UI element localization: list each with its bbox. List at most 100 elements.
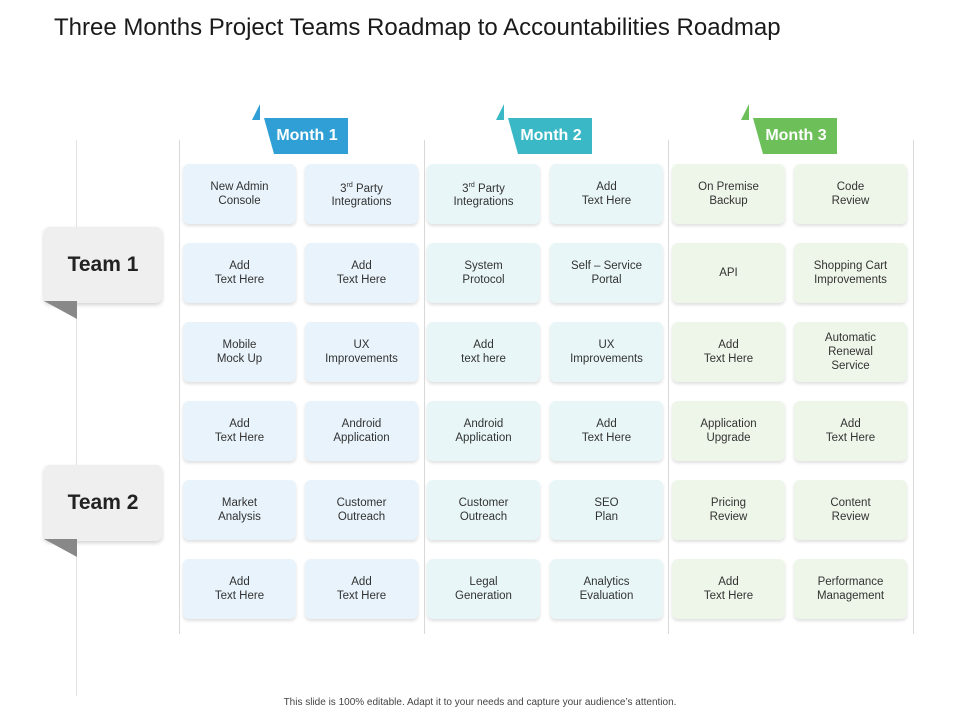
roadmap-card: 3rd Party Integrations <box>305 164 418 224</box>
card-text-line: Legal <box>469 576 498 588</box>
card-text-line: 3rd Party <box>340 181 383 195</box>
roadmap-card: UX Improvements <box>305 322 418 382</box>
roadmap-card: Market Analysis <box>183 480 296 540</box>
card-text-line: Integrations <box>331 196 392 209</box>
card-text-line: Text Here <box>214 274 265 286</box>
card-text-line: Add <box>718 576 739 588</box>
card-text-line: Market <box>221 497 258 509</box>
roadmap-card: Automatic Renewal Service <box>794 322 907 382</box>
card-text-line: Text Here <box>703 353 754 365</box>
card-text-line: SEO <box>594 497 619 509</box>
card-text-line: Automatic <box>824 332 877 344</box>
card-text-line: Pricing <box>710 497 747 509</box>
column-divider <box>424 140 425 634</box>
card-text-line: Improvements <box>325 353 398 365</box>
roadmap-card: Add Text Here <box>550 401 663 461</box>
roadmap-card: Self – Service Portal <box>550 243 663 303</box>
card-text-line: Self – Service <box>571 260 642 272</box>
card-text-line: Application <box>455 432 512 444</box>
column-divider <box>913 140 914 634</box>
roadmap-card: Add Text Here <box>794 401 907 461</box>
roadmap-card: Android Application <box>427 401 540 461</box>
card-text-line: Text Here <box>214 590 265 602</box>
card-text-line: Console <box>218 195 261 207</box>
roadmap-card: UX Improvements <box>550 322 663 382</box>
card-text-line: Review <box>831 511 870 523</box>
roadmap-card: Android Application <box>305 401 418 461</box>
roadmap-card: Application Upgrade <box>672 401 785 461</box>
roadmap-card: Legal Generation <box>427 559 540 619</box>
month-3-label: Month 3 <box>753 118 837 154</box>
roadmap-card: Add Text Here <box>183 243 296 303</box>
timeline-line <box>76 140 77 696</box>
roadmap-card: Mobile Mock Up <box>183 322 296 382</box>
card-text-line: Generation <box>455 590 512 602</box>
card-text-line: Application <box>333 432 390 444</box>
roadmap-card: Add Text Here <box>672 559 785 619</box>
team-1-label: Team 1 <box>44 227 162 303</box>
roadmap-card: New Admin Console <box>183 164 296 224</box>
card-text-line: API <box>719 267 738 279</box>
card-text-line: Text Here <box>703 590 754 602</box>
roadmap-card: Code Review <box>794 164 907 224</box>
card-text-line: Plan <box>594 511 619 523</box>
card-text-line: Improvements <box>814 274 887 286</box>
month-2-label: Month 2 <box>508 118 592 154</box>
card-text-line: Android <box>463 418 504 430</box>
card-text-line: text here <box>461 353 506 365</box>
card-text-line: Add <box>596 418 617 430</box>
card-text-line: Outreach <box>459 511 508 523</box>
card-text-line: Text Here <box>825 432 876 444</box>
column-divider <box>179 140 180 634</box>
roadmap-card: Customer Outreach <box>427 480 540 540</box>
roadmap-card: On Premise Backup <box>672 164 785 224</box>
team-2-label: Team 2 <box>44 465 162 541</box>
card-text-line: Upgrade <box>706 432 751 444</box>
card-text-line: Mock Up <box>216 353 263 365</box>
month-1-fold <box>252 104 260 120</box>
card-text-line: Add <box>718 339 739 351</box>
roadmap-card: API <box>672 243 785 303</box>
card-text-line: UX <box>353 339 370 351</box>
card-text-line: Review <box>709 511 748 523</box>
card-text-line: Management <box>816 590 885 602</box>
card-text-line: Outreach <box>337 511 386 523</box>
roadmap-card: 3rd Party Integrations <box>427 164 540 224</box>
roadmap-card: Pricing Review <box>672 480 785 540</box>
card-text-line: Text Here <box>581 432 632 444</box>
card-text-line: Add <box>840 418 861 430</box>
card-text-line: Analysis <box>218 511 261 523</box>
roadmap-card: Analytics Evaluation <box>550 559 663 619</box>
card-text-line: Code <box>836 181 865 193</box>
card-text-line: New Admin <box>210 181 269 193</box>
month-3-fold <box>741 104 749 120</box>
card-text-line: Backup <box>709 195 748 207</box>
card-text-line: Text Here <box>581 195 632 207</box>
roadmap-card: Add Text Here <box>305 559 418 619</box>
card-text-line: Text Here <box>214 432 265 444</box>
card-text-line: Add <box>351 576 372 588</box>
roadmap-card: Shopping Cart Improvements <box>794 243 907 303</box>
card-text-line: Renewal <box>828 346 873 358</box>
card-text-line: Android <box>341 418 382 430</box>
card-text-line: Add <box>473 339 494 351</box>
roadmap-card: Add Text Here <box>305 243 418 303</box>
card-text-line: Customer <box>458 497 509 509</box>
card-text-line: Add <box>229 418 250 430</box>
month-2-fold <box>496 104 504 120</box>
card-text-line: Integrations <box>453 196 514 209</box>
month-1-label: Month 1 <box>264 118 348 154</box>
card-text-line: Portal <box>591 274 622 286</box>
card-text-line: 3rd Party <box>462 181 505 195</box>
card-text-line: Add <box>351 260 372 272</box>
roadmap-card: Performance Management <box>794 559 907 619</box>
card-text-line: UX <box>598 339 615 351</box>
card-text-line: System <box>464 260 503 272</box>
roadmap-card: Customer Outreach <box>305 480 418 540</box>
roadmap-card: System Protocol <box>427 243 540 303</box>
card-text-line: Customer <box>336 497 387 509</box>
card-text-line: Text Here <box>336 590 387 602</box>
roadmap-card: Add Text Here <box>183 559 296 619</box>
card-text-line: Protocol <box>462 274 505 286</box>
team-1-fold <box>44 301 77 319</box>
